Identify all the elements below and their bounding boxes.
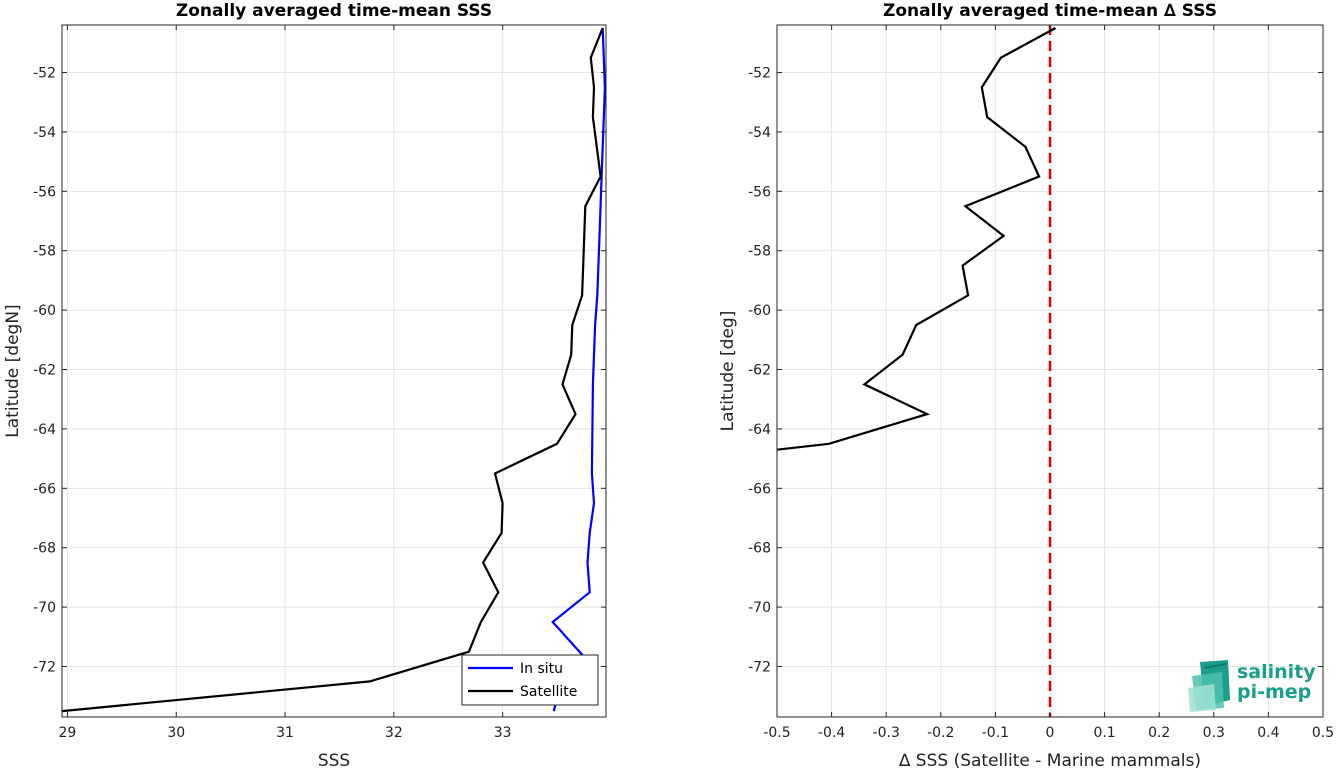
x-tick-label: 0.2 (1148, 725, 1170, 741)
x-tick-label: 0.5 (1312, 725, 1334, 741)
series-line-in-situ (551, 27, 607, 712)
x-tick-label: 31 (276, 725, 294, 741)
series-line-satellite (61, 27, 604, 713)
y-tick-label: -62 (33, 363, 56, 379)
logo-mark-icon (1188, 660, 1230, 712)
x-tick-label: 0.4 (1257, 725, 1279, 741)
y-tick-label: -66 (748, 481, 771, 497)
x-axis-label: ∆ SSS (Satellite - Marine mammals) (898, 751, 1201, 769)
y-tick-label: -72 (33, 660, 56, 676)
x-tick-label: 33 (494, 725, 512, 741)
legend-box (461, 654, 599, 706)
y-tick-label: -70 (748, 600, 771, 616)
y-tick-label: -60 (748, 303, 771, 319)
legend: In situ Satellite (461, 654, 599, 706)
salinity-pimep-logo: salinity pi-mep (1188, 660, 1316, 712)
logo-line2: pi-mep (1237, 681, 1311, 703)
x-tick-label: -0.4 (818, 725, 845, 741)
x-tick-label: 29 (59, 725, 77, 741)
y-tick-label: -68 (33, 541, 56, 557)
x-tick-label: 0.1 (1093, 725, 1115, 741)
x-tick-label: -0.2 (927, 725, 954, 741)
y-tick-label: -52 (748, 66, 771, 82)
y-tick-label: -72 (748, 660, 771, 676)
axes-frame (61, 24, 607, 718)
legend-label: In situ (520, 661, 563, 677)
y-tick-label: -62 (748, 363, 771, 379)
panel-sss: 29 30 31 32 33 -72 -70 -68 -66 -64 -62 -60 -58 -56 -54… (3, 1, 607, 769)
series-line-delta-sss (776, 27, 1057, 451)
x-tick-label: 30 (167, 725, 185, 741)
x-tick-label: 32 (385, 725, 403, 741)
x-tick-label: -0.3 (873, 725, 900, 741)
y-tick-label: -70 (33, 600, 56, 616)
x-tick-label: 0.3 (1203, 725, 1225, 741)
y-tick-label: -52 (33, 66, 56, 82)
panel-delta-sss: -0.5 -0.4 -0.3 -0.2 -0.1 0 0.1 0.2 0.3 0.4 0.5 -72 -… (718, 1, 1334, 769)
chart-title: Zonally averaged time-mean ∆ SSS (883, 1, 1217, 21)
y-tick-label: -58 (33, 244, 56, 260)
y-tick-label: -54 (33, 125, 56, 141)
y-tick-label: -54 (748, 125, 771, 141)
x-axis-label: SSS (318, 751, 350, 769)
x-tick-label: 0 (1046, 725, 1055, 741)
y-axis-label: Latitude [deg] (718, 311, 738, 432)
y-axis-label: Latitude [degN] (3, 304, 23, 437)
chart-title: Zonally averaged time-mean SSS (176, 1, 492, 21)
y-tick-label: -68 (748, 541, 771, 557)
y-tick-label: -64 (33, 422, 56, 438)
x-tick-label: -0.1 (982, 725, 1009, 741)
y-tick-label: -56 (748, 184, 771, 200)
legend-label: Satellite (520, 684, 577, 700)
y-tick-label: -64 (748, 422, 771, 438)
logo-line1: salinity (1237, 661, 1316, 683)
y-tick-label: -60 (33, 303, 56, 319)
x-tick-label: -0.5 (763, 725, 790, 741)
y-tick-label: -56 (33, 184, 56, 200)
y-tick-label: -58 (748, 244, 771, 260)
y-tick-label: -66 (33, 481, 56, 497)
